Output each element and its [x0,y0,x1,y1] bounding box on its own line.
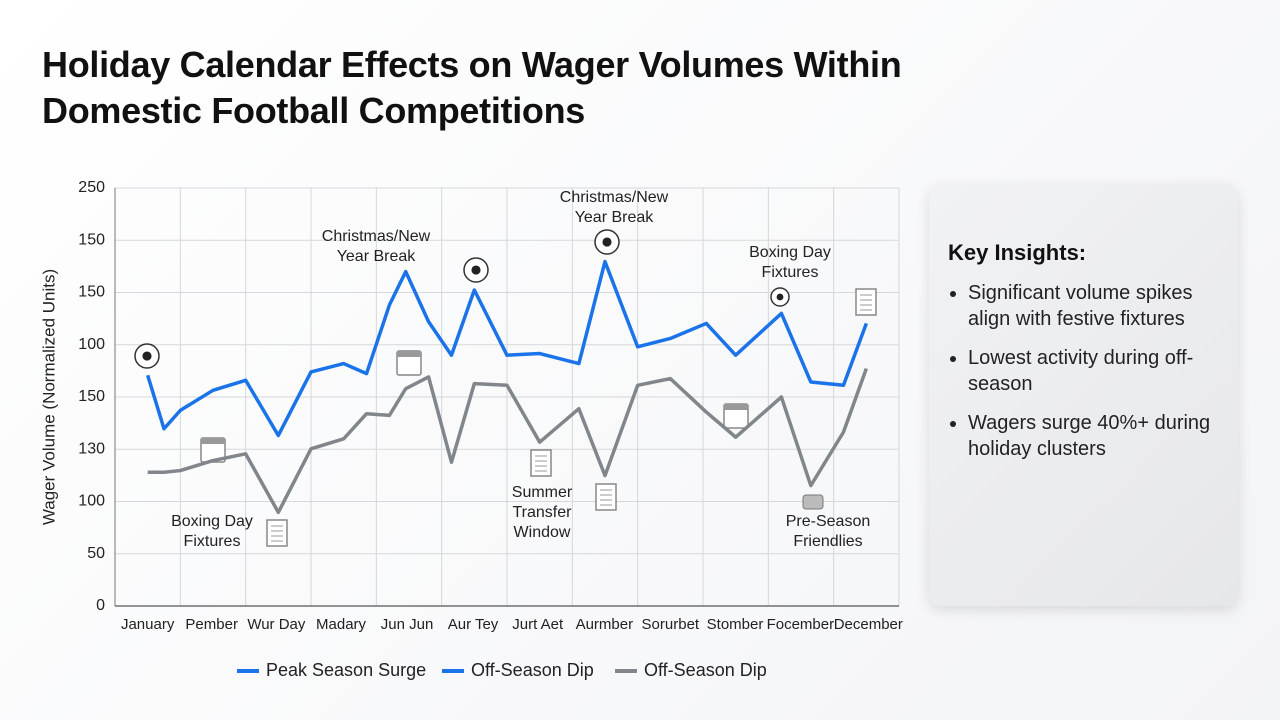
y-tick-label: 250 [78,179,105,196]
legend-label: Off-Season Dip [471,660,594,680]
annotation: Christmas/New [560,189,669,206]
x-tick-label: December [834,616,903,633]
insight: Wagers surge 40%+ during holiday cluster… [968,410,1222,462]
x-tick-label: Madary [316,616,367,633]
annotation: Year Break [575,209,655,226]
icon-calendar-top [201,438,225,444]
icon-calendar-top [724,404,748,410]
insight: Lowest activity during off-season [968,345,1222,397]
icon-calendar-top [397,351,421,357]
x-tick-label: Jun Jun [381,616,434,633]
y-tick-label: 150 [78,388,105,405]
annotation: Boxing Day [749,244,831,261]
legend-label: Peak Season Surge [266,660,426,680]
insights-title: Key Insights: [948,240,1087,265]
icon-document [266,519,288,547]
insights-list: Significant volume spikes align with fes… [948,280,1222,462]
y-tick-label: 0 [96,597,105,614]
annotation: Summer [512,484,573,501]
y-tick-label: 130 [78,440,105,457]
x-tick-label: Aur Tey [448,616,499,633]
y-tick-label: 100 [78,336,105,353]
x-tick-label: Stomber [707,616,764,633]
icon-box [802,494,824,510]
annotation: Boxing Day [171,513,253,530]
legend-label: Off-Season Dip [644,660,767,680]
y-tick-label: 50 [87,545,105,562]
page-title: Holiday Calendar Effects on Wager Volume… [42,44,902,131]
x-tick-label: Sorurbet [642,616,700,633]
annotation: Friendlies [793,533,862,550]
data-line [147,367,868,515]
y-tick-label: 150 [78,284,105,301]
icon-ball-patch [776,293,784,301]
annotation: Fixtures [184,533,241,550]
annotation: Pre-Season [786,513,871,530]
x-tick-label: Wur Day [247,616,306,633]
icon-document [595,483,617,511]
x-tick-label: Jurt Aet [512,616,564,633]
x-tick-label: January [121,616,175,633]
icon-ball-patch [142,351,152,361]
icon-document [530,449,552,477]
x-tick-label: Focember [767,616,835,633]
annotation: Transfer [513,504,573,521]
annotation: Christmas/New [322,228,431,245]
chart: 0 50 100 130 150 100 150 150 250 January Pember Wur… [39,179,903,680]
insight: Significant volume spikes align with fes… [968,280,1222,332]
insights-panel: Key Insights: Significant volume spikes … [929,184,1238,606]
data-line [145,259,868,438]
y-tick-label: 100 [78,493,105,510]
icon-document [855,288,877,316]
annotation: Window [514,524,571,541]
x-tick-label: Pember [185,616,238,633]
annotation: Fixtures [762,264,819,281]
x-tick-label: Aurmber [576,616,634,633]
icon-ball-patch [471,265,481,275]
y-axis-label: Wager Volume (Normalized Units) [39,269,58,525]
y-tick-label: 150 [78,231,105,248]
icon-ball-patch [602,237,612,247]
annotation: Year Break [337,248,417,265]
